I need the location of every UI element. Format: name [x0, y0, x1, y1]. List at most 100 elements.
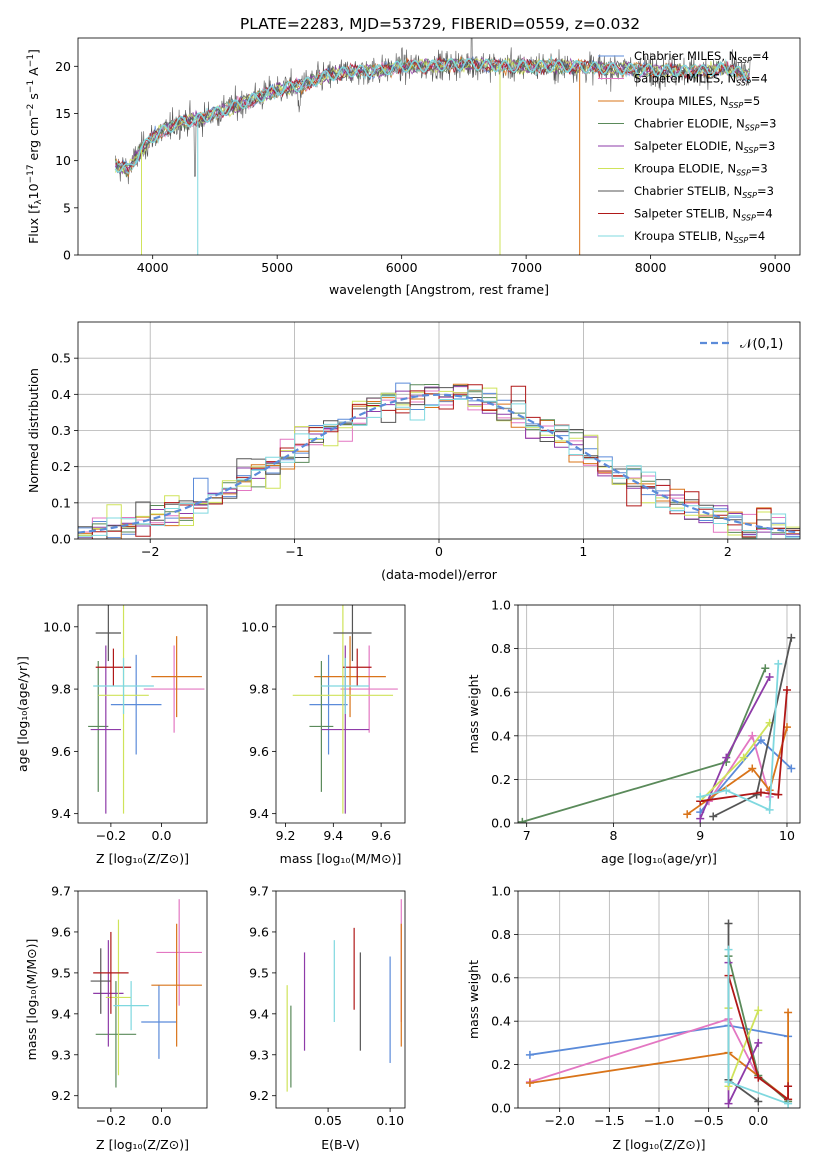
weight-marker: [761, 664, 770, 673]
y-tick-label: 9.2: [51, 1088, 71, 1103]
x-tick-label: 2: [724, 544, 732, 559]
axes-frame: [517, 604, 801, 824]
y-tick-label: 9.5: [51, 965, 71, 980]
x-tick-label: 9.6: [371, 828, 391, 843]
y-tick-label: 0.0: [491, 1101, 511, 1116]
model-spectrum-line-top: [114, 58, 751, 173]
y-tick-label: 9.6: [249, 744, 269, 759]
axes-frame: [517, 890, 801, 1109]
x-tick-label: 1: [579, 544, 587, 559]
weight-marker: [683, 810, 692, 819]
x-tick-label: 10: [779, 828, 795, 843]
histogram-series-6: [78, 387, 800, 536]
x-tick-label: 8: [609, 828, 617, 843]
axes-frame: [77, 321, 801, 540]
y-tick-label: 0.1: [51, 495, 71, 510]
legend-label-2: Salpeter MILES, NSSP=4: [634, 72, 768, 88]
weight-marker: [782, 686, 791, 695]
weight-marker: [754, 1073, 763, 1082]
x-tick-label: 5000: [261, 260, 293, 275]
age_vs_mass-plot-area: [292, 605, 398, 814]
y-tick-label: 9.4: [249, 806, 269, 821]
age-vs-Z-x-axis-label: Z [log₁₀(Z/Z⊙)]: [96, 851, 189, 866]
weight_vs_age-x-axis-label: age [log₁₀(age/yr)]: [601, 851, 717, 866]
legend-label-3: Kroupa MILES, NSSP=5: [634, 94, 760, 110]
mass_vs_Z-plot-area: [90, 899, 202, 1088]
y-tick-label: 0.4: [491, 1014, 511, 1029]
y-tick-label: 1.0: [491, 884, 511, 899]
y-tick-label: 9.4: [51, 806, 71, 821]
y-tick-label: 0.3: [51, 423, 71, 438]
y-tick-label: 9.6: [51, 744, 71, 759]
weight-marker: [754, 1006, 763, 1015]
figure-title: PLATE=2283, MJD=53729, FIBERID=0559, z=0…: [240, 15, 640, 33]
x-tick-label: 9.4: [323, 828, 343, 843]
x-tick-label: 0.0: [152, 1113, 172, 1128]
y-tick-label: 9.7: [249, 884, 269, 899]
weight_vs_age-y-axis-label: mass weight: [466, 674, 481, 753]
axes-frame: [275, 890, 406, 1109]
weight-marker: [754, 1097, 763, 1106]
weight-marker: [756, 736, 765, 745]
weight-marker: [724, 919, 733, 928]
x-tick-label: −1.0: [644, 1113, 674, 1128]
y-tick-label: 9.8: [249, 682, 269, 697]
y-tick-label: 0.4: [51, 387, 71, 402]
y-tick-label: 9.4: [249, 1006, 269, 1021]
histogram-plot-area: [78, 382, 800, 539]
axes-frame: [275, 604, 406, 824]
y-tick-label: 0: [63, 248, 71, 263]
age-vs-Z-y-axis-label: age [log₁₀(age/yr)]: [15, 656, 30, 772]
legend-label-4: Chabrier ELODIE, NSSP=3: [634, 117, 776, 133]
y-tick-label: 0.0: [51, 532, 71, 547]
x-tick-label: 6000: [386, 260, 418, 275]
weight-marker: [774, 790, 783, 799]
y-tick-label: 9.6: [51, 924, 71, 939]
mass-vs-Z-y-axis-label: mass [log₁₀(M/M⊙)]: [24, 939, 39, 1061]
x-tick-label: 9.2: [276, 828, 296, 843]
x-tick-label: −2: [141, 544, 159, 559]
weight-line-8: [700, 689, 788, 803]
histogram-series-9: [78, 389, 800, 539]
weight-marker: [696, 814, 705, 823]
x-tick-label: 0: [435, 544, 443, 559]
y-tick-label: 10: [55, 153, 71, 168]
x-tick-label: 0.10: [376, 1113, 404, 1128]
legend-label-1: Chabrier MILES, NSSP=4: [634, 49, 769, 65]
weight-marker: [724, 1099, 733, 1108]
mass_vs_ebv-plot-area: [286, 899, 402, 1092]
x-tick-label: 7: [523, 828, 531, 843]
x-tick-label: 7000: [510, 260, 542, 275]
x-tick-label: −1: [285, 544, 303, 559]
weight-marker: [518, 817, 527, 823]
y-tick-label: 0.6: [491, 685, 511, 700]
x-tick-label: −0.5: [693, 1113, 723, 1128]
mass-vs-Z-x-axis-label: Z [log₁₀(Z/Z⊙)]: [96, 1137, 189, 1152]
spectrum-plot-area: [114, 38, 751, 255]
legend-label-5: Salpeter ELODIE, NSSP=3: [634, 139, 775, 155]
y-tick-label: 0.2: [491, 772, 511, 787]
weight-marker: [784, 1008, 793, 1017]
weight_vs_Z-x-axis-label: Z [log₁₀(Z/Z⊙)]: [613, 1137, 706, 1152]
weight_vs_age-plot-area: [518, 633, 796, 823]
x-tick-label: −0.2: [96, 1113, 126, 1128]
y-tick-label: 0.8: [491, 641, 511, 656]
weight-marker: [722, 753, 731, 762]
weight-marker: [722, 786, 731, 795]
spectrum-y-axis-label: Flux [fλ10−17 erg cm−2 s−1 A−1]: [26, 49, 44, 244]
age_vs_Z-plot-area: [88, 605, 205, 814]
y-tick-label: 5: [63, 200, 71, 215]
x-tick-label: 8000: [635, 260, 667, 275]
x-tick-label: 0.0: [152, 828, 172, 843]
x-tick-label: −2.0: [545, 1113, 575, 1128]
weight-marker: [748, 731, 757, 740]
y-tick-label: 15: [55, 106, 71, 121]
weight-marker: [724, 945, 733, 954]
legend-label-8: Salpeter STELIB, NSSP=4: [634, 207, 773, 223]
weight-line-9: [699, 663, 780, 812]
y-tick-label: 0.8: [491, 927, 511, 942]
y-tick-label: 9.3: [249, 1047, 269, 1062]
x-tick-label: 0.0: [748, 1113, 768, 1128]
y-tick-label: 20: [55, 59, 71, 74]
